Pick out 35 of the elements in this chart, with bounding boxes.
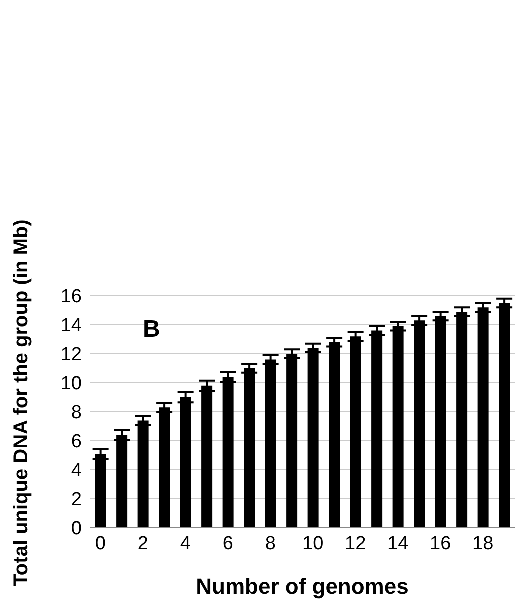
bar	[138, 420, 149, 528]
y-tick-label: 12	[60, 344, 82, 366]
y-tick-label: 0	[71, 518, 82, 540]
y-axis-title: Total unique DNA for the group (in Mb)	[10, 220, 34, 586]
bar	[435, 316, 446, 528]
bar	[265, 360, 276, 528]
x-tick-label: 4	[180, 533, 192, 554]
y-tick-label: 8	[71, 402, 82, 424]
bar	[159, 408, 170, 528]
x-tick-label: 6	[222, 533, 234, 554]
bar	[372, 330, 383, 528]
x-tick-label: 18	[472, 533, 494, 554]
x-tick-label: 12	[345, 533, 366, 554]
y-tick-label: 16	[60, 286, 82, 308]
bar	[478, 308, 489, 528]
x-tick-label: 0	[95, 533, 106, 554]
y-tick-label: 2	[71, 490, 82, 511]
x-tick-label: 10	[302, 533, 324, 554]
y-tick-label: 10	[60, 374, 82, 395]
x-tick-label: 16	[430, 533, 452, 554]
x-tick-label: 2	[138, 533, 148, 554]
bar	[456, 312, 468, 528]
y-tick-label: 6	[71, 432, 82, 453]
x-tick-label: 14	[388, 533, 410, 554]
bar	[414, 320, 426, 528]
annotation: B	[143, 316, 160, 344]
bar	[392, 326, 404, 528]
x-tick-label: 8	[265, 533, 276, 554]
y-tick-label: 4	[71, 460, 82, 482]
bar	[329, 342, 340, 528]
bar	[350, 336, 362, 528]
y-tick-label: 14	[60, 316, 82, 337]
bar	[308, 348, 319, 528]
bar	[499, 303, 510, 528]
x-axis-title: Number of genomes	[196, 574, 409, 599]
